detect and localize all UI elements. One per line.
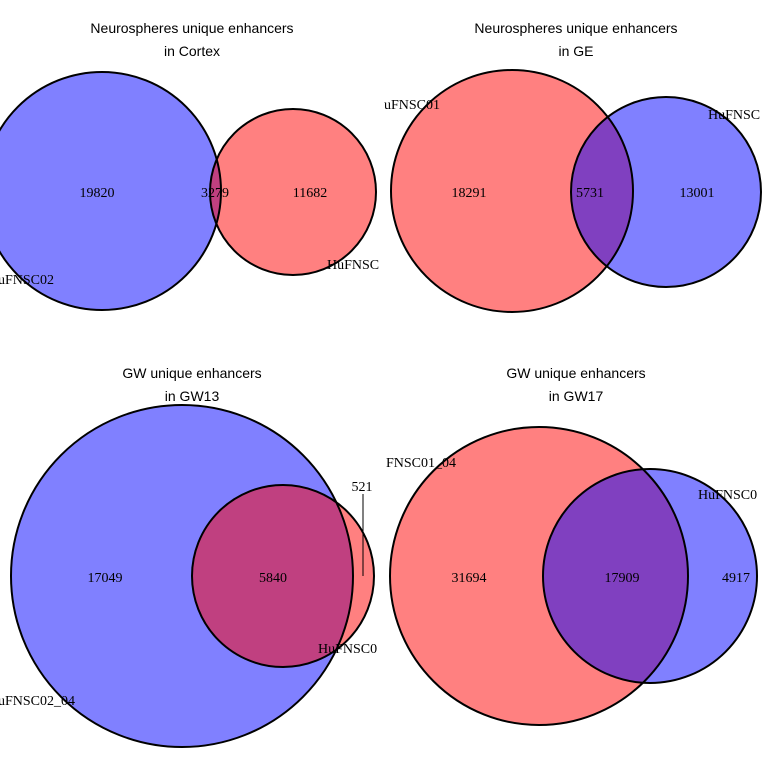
set-a-outline xyxy=(389,426,689,726)
venn-panel-cortex: Neurospheres unique enhancers in Cortex … xyxy=(0,20,379,311)
set-a-circle xyxy=(0,72,221,310)
set-b-label: HuFNSC xyxy=(327,258,379,273)
set-a-outline xyxy=(10,404,354,748)
set-b-count: 521 xyxy=(352,480,373,495)
overlap-region xyxy=(543,469,688,683)
set-b-outline xyxy=(191,484,375,668)
panel-title-line1: GW unique enhancers xyxy=(122,365,261,381)
venn-panel-gw13: GW unique enhancers in GW13 17049 5840 5… xyxy=(0,365,377,748)
panel-title-line2: in GW17 xyxy=(549,388,604,404)
set-b-circle xyxy=(210,109,376,275)
panel-title-line2: in GW13 xyxy=(165,388,220,404)
set-b-outline xyxy=(209,108,377,276)
set-a-outline xyxy=(0,71,222,311)
set-a-label: uFNSC02_04 xyxy=(0,694,75,709)
set-b-label: HuFNSC0 xyxy=(318,642,377,657)
set-b-label: HuFNSC xyxy=(708,108,760,123)
set-b-count: 11682 xyxy=(293,186,327,201)
panel-title-line1: Neurospheres unique enhancers xyxy=(474,20,677,36)
set-b-outline xyxy=(542,468,758,684)
set-a-label: uFNSC02 xyxy=(0,273,54,288)
overlap-region xyxy=(192,485,353,667)
set-a-count: 17049 xyxy=(88,571,123,586)
panel-title-line2: in Cortex xyxy=(164,43,220,59)
panel-title-line1: GW unique enhancers xyxy=(506,365,645,381)
set-a-count: 19820 xyxy=(80,186,115,201)
venn-panel-ge: Neurospheres unique enhancers in GE 1829… xyxy=(384,20,762,313)
set-a-outline xyxy=(390,69,634,313)
set-a-label: FNSC01_04 xyxy=(386,456,456,471)
set-a-label: uFNSC01 xyxy=(384,98,440,113)
overlap-count: 5731 xyxy=(576,186,604,201)
set-b-outline xyxy=(570,96,762,288)
venn-panel-gw17: GW unique enhancers in GW17 31694 17909 … xyxy=(386,365,758,726)
panel-title-line2: in GE xyxy=(558,43,593,59)
set-b-label: HuFNSC0 xyxy=(698,488,757,503)
set-a-count: 31694 xyxy=(452,571,487,586)
overlap-count: 3279 xyxy=(201,186,229,201)
overlap-count: 17909 xyxy=(605,571,640,586)
overlap-count: 5840 xyxy=(259,571,287,586)
set-a-circle xyxy=(391,70,633,312)
set-b-count: 13001 xyxy=(680,186,715,201)
panel-title-line1: Neurospheres unique enhancers xyxy=(90,20,293,36)
overlap-region xyxy=(571,97,633,287)
set-b-count: 4917 xyxy=(722,571,750,586)
set-a-count: 18291 xyxy=(452,186,487,201)
